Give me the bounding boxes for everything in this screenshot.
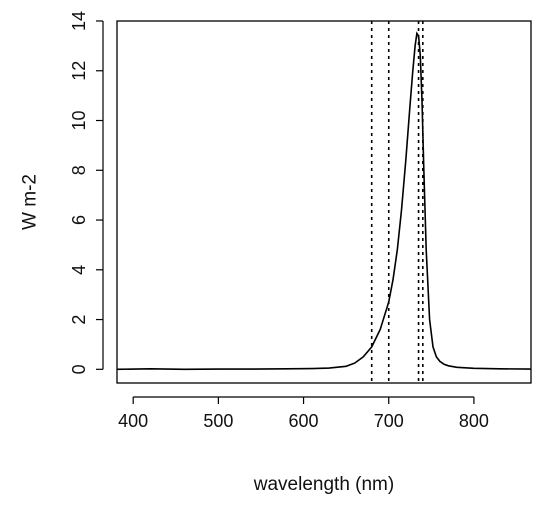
y-tick-label: 4 xyxy=(69,265,89,275)
y-tick-label: 0 xyxy=(69,364,89,374)
x-tick-label: 400 xyxy=(118,411,148,431)
x-axis: 400 500 600 700 800 xyxy=(118,396,489,431)
y-axis-label: W m-2 xyxy=(20,174,41,230)
y-tick-label: 2 xyxy=(69,315,89,325)
spectrum-line xyxy=(116,31,532,371)
x-tick-label: 500 xyxy=(203,411,233,431)
y-tick-label: 14 xyxy=(69,11,89,31)
x-tick-label: 700 xyxy=(374,411,404,431)
y-tick-label: 8 xyxy=(69,165,89,175)
x-tick-label: 600 xyxy=(289,411,319,431)
x-tick-label: 800 xyxy=(459,411,489,431)
y-tick-label: 6 xyxy=(69,215,89,225)
plot-frame xyxy=(116,20,532,384)
y-tick-label: 10 xyxy=(69,111,89,131)
y-tick-label: 12 xyxy=(69,61,89,81)
reference-lines xyxy=(370,21,424,383)
y-axis: 0 2 4 6 8 10 12 14 xyxy=(69,11,104,374)
x-axis-label: wavelength (nm) xyxy=(253,474,394,495)
